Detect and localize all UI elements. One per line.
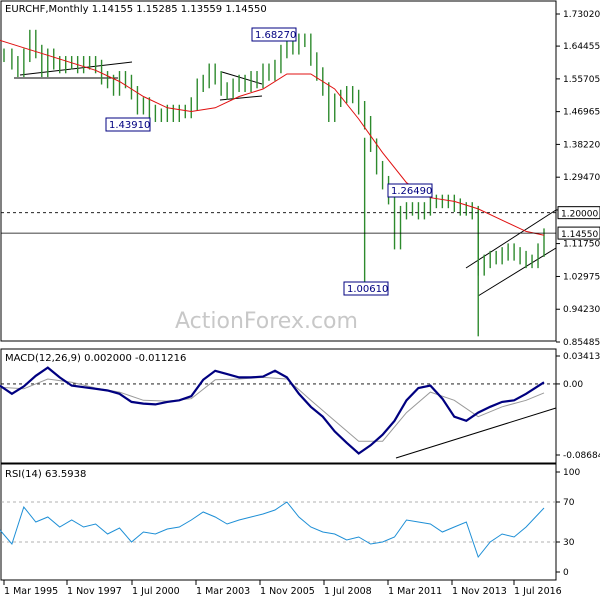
- macd-header: MACD(12,26,9) 0.002000 -0.011216: [5, 353, 186, 364]
- price-header: EURCHF,Monthly 1.14155 1.15285 1.13559 1…: [5, 4, 267, 15]
- price-y-tick-label: 0.85485: [563, 338, 600, 348]
- annotation-label: 1.00610: [347, 284, 388, 295]
- price-y-tick-label: 1.64455: [563, 42, 600, 52]
- level-label: 1.20000: [561, 210, 598, 220]
- macd-trendline: [395, 407, 557, 459]
- macd-y-axis: 0.034137 0.00 -0.086849: [556, 352, 600, 461]
- annotation-label: 1.43910: [109, 120, 150, 131]
- trendline: [477, 247, 557, 297]
- x-tick-label: 1 Jul 2016: [514, 586, 562, 597]
- annotation-label: 1.68270: [255, 30, 296, 41]
- rsi-line: [0, 501, 545, 559]
- watermark: ActionForex.com: [175, 309, 358, 334]
- price-y-tick-label: 1.46965: [563, 108, 600, 118]
- rsi-levels: [1, 501, 556, 543]
- macd-panel: MACD(12,26,9) 0.002000 -0.011216 0.03413…: [0, 348, 600, 464]
- x-axis: 1 Mar 1995 1 Nov 1997 1 Jul 2000 1 Mar 2003…: [3, 580, 562, 597]
- price-y-tick-label: 1.55705: [563, 75, 600, 85]
- price-trendlines: [14, 61, 557, 297]
- x-tick-label: 1 Mar 1995: [4, 586, 58, 597]
- macd-y-tick-label: 0.034137: [563, 352, 600, 362]
- rsi-y-axis: 100 70 30 0: [556, 468, 580, 578]
- macd-y-tick-label: -0.086849: [563, 451, 600, 461]
- rsi-panel-frame: [0, 463, 557, 581]
- trendline: [219, 95, 263, 101]
- price-y-tick-label: 1.38220: [563, 140, 600, 150]
- macd-panel-frame: [0, 348, 557, 464]
- x-tick-label: 1 Jul 2000: [132, 586, 180, 597]
- macd-line: [0, 366, 545, 455]
- x-tick-label: 1 Nov 2005: [260, 586, 315, 597]
- annotation-box: [105, 117, 151, 132]
- annotation-box: [387, 183, 433, 198]
- price-levels: 1.20000 1.14550: [1, 206, 600, 240]
- annotation-box: [343, 281, 389, 296]
- rsi-y-tick-label: 100: [563, 468, 580, 478]
- annotation-label: 1.26490: [391, 186, 432, 197]
- trendline: [19, 61, 133, 76]
- price-panel: ActionForex.com EURCHF,Monthly 1.14155 1…: [0, 0, 600, 348]
- rsi-panel: RSI(14) 63.5938 100 70 30 0: [0, 463, 580, 581]
- x-tick-label: 1 Nov 2013: [452, 586, 507, 597]
- price-panel-frame: [0, 0, 557, 342]
- x-tick-label: 1 Mar 2003: [196, 586, 250, 597]
- price-y-tick-label: 1.73020: [563, 10, 600, 20]
- price-y-tick-label: 0.94230: [563, 305, 600, 315]
- rsi-y-tick-label: 30: [563, 538, 575, 548]
- level-label: 1.14550: [561, 230, 598, 240]
- price-y-axis: 1.73020 1.64455 1.55705 1.46965 1.38220 1.294…: [556, 10, 600, 348]
- price-bars: [3, 29, 545, 337]
- macd-y-tick-label: 0.00: [563, 380, 583, 390]
- price-y-tick-label: 1.29470: [563, 173, 600, 183]
- rsi-y-tick-label: 70: [563, 498, 575, 508]
- level-box: [557, 206, 600, 220]
- annotation-box: [251, 27, 297, 42]
- price-y-tick-label: 1.02975: [563, 272, 600, 282]
- rsi-y-tick-label: 0: [563, 568, 569, 578]
- trendline: [221, 71, 263, 85]
- price-y-tick-label: 1.11750: [563, 240, 600, 250]
- rsi-header: RSI(14) 63.5938: [5, 469, 86, 480]
- trendline: [465, 209, 557, 269]
- price-annotations: 1.68270 1.43910 1.26490 1.00610: [105, 27, 433, 296]
- moving-average-line: [0, 39, 545, 236]
- x-tick-label: 1 Mar 2011: [388, 586, 442, 597]
- x-tick-label: 1 Nov 1997: [67, 586, 122, 597]
- x-tick-label: 1 Jul 2008: [324, 586, 372, 597]
- macd-signal-line: [0, 376, 545, 442]
- level-box: [557, 226, 600, 240]
